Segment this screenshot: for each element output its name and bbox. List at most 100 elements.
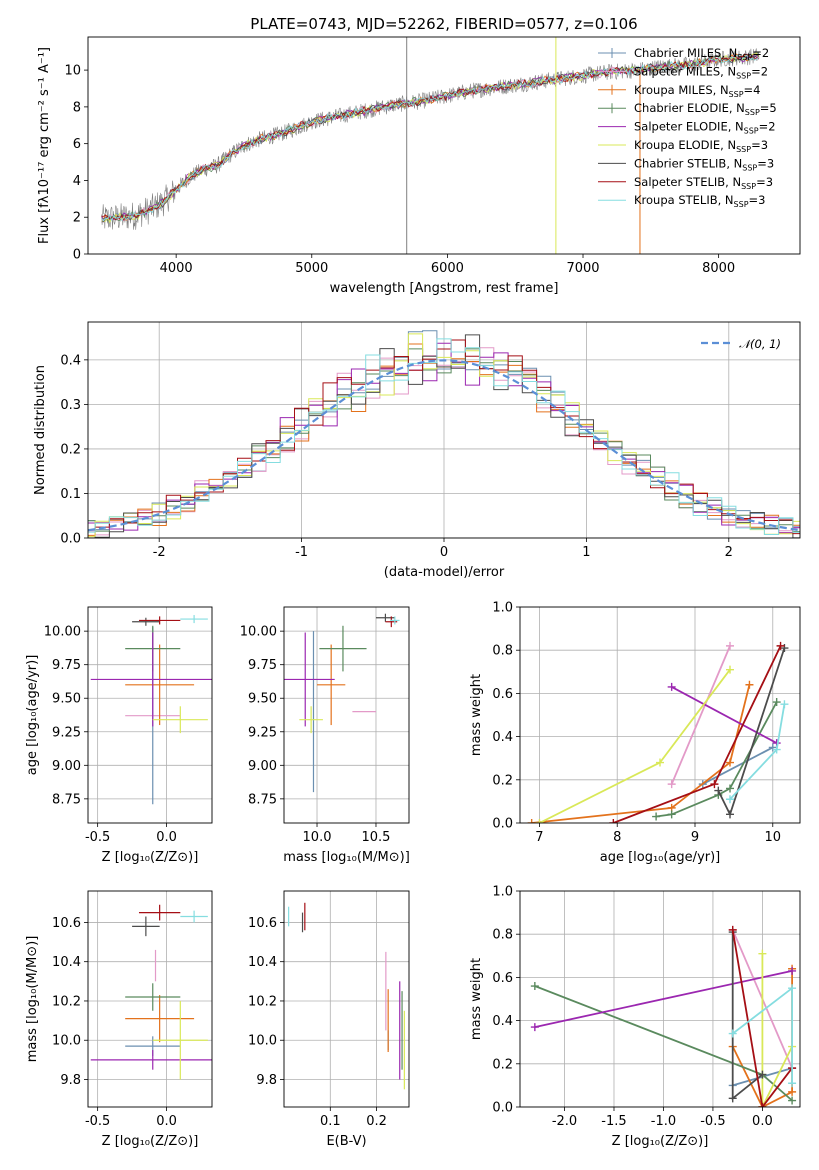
axes: -0.5 0.0 8.75 9.00 9.25 9.50 9.75 10.00 Z [log₁₀… [25,606,213,865]
legend-suffix: =3 [757,156,774,170]
weight-marker-kroupa_stelib [788,984,797,993]
x-axis-label: wavelength [Angstrom, rest frame] [330,281,559,296]
x-tick-label: 0.0 [156,830,177,845]
panel-mass_vs_EBV: 0.1 0.2 9.8 10.0 10.2 10.4 10.6 E(B-V) [248,890,410,1149]
x-tick-label: -1.0 [651,1114,676,1129]
y-tick-label: 0.2 [60,442,81,457]
x-axis-label: (data-model)/error [384,565,505,580]
axes: 4000 5000 6000 7000 8000 0 2 4 6 8 10 wavelength [A… [37,36,801,296]
legend-subscript: SSP [736,145,751,154]
plot-area [88,607,212,823]
x-axis-label: Z [log₁₀(Z/Z⊙)] [102,850,199,865]
weight-marker-kroupa_stelib [728,1029,737,1038]
y-tick-label: 0.8 [492,644,513,659]
y-tick-label: 0.2 [492,1057,513,1072]
weight-marker-chabrier_elodie [726,784,734,793]
panel-residuals: -2 -1 0 1 2 0.0 0.1 0.2 0.3 0.4 (data-model)/error… [33,321,801,580]
legend-suffix: =3 [756,175,773,189]
x-tick-label: 9 [691,830,699,845]
model-line-salpeter_stelib [101,53,759,222]
y-tick-label: 0.0 [60,532,81,547]
y-tick-label: 10.4 [248,955,277,970]
panel-spectrum: 4000 5000 6000 7000 8000 0 2 4 6 8 10 wavelength [A… [37,36,801,296]
y-tick-label: 1.0 [492,885,513,900]
axes: 7 8 9 10 0.0 0.2 0.4 0.6 0.8 1.0 age [log₁₀(age/yr… [469,601,801,865]
y-tick-label: 10.6 [248,916,277,931]
weight-marker-chabrier_elodie [788,1096,797,1105]
x-tick-label: 10.0 [303,830,332,845]
y-tick-label: 10.2 [248,994,277,1009]
x-tick-label: 7 [535,830,543,845]
x-tick-label: 7000 [566,261,599,276]
y-axis-label: Normed distribution [33,365,48,495]
weight-marker-salpeter_miles [726,641,734,650]
legend-suffix: =5 [760,101,777,115]
weight-marker-kroupa_elodie [535,819,544,823]
x-tick-label: -0.5 [700,1114,725,1129]
y-tick-label: 0.4 [492,730,513,745]
weight-marker-chabrier_elodie [667,810,676,819]
y-axis-label: Flux [fλ10⁻¹⁷ erg cm⁻² s⁻¹ A⁻¹] [37,47,52,244]
y-tick-label: 0.0 [492,1101,513,1116]
axes-frame [283,606,410,824]
gaussian-curve [88,359,800,532]
y-tick-label: 10.00 [44,625,81,640]
x-tick-label: -2 [153,545,166,560]
x-axis-label: age [log₁₀(age/yr)] [600,850,721,865]
weight-marker-kroupa_miles [745,680,754,689]
y-tick-label: 9.50 [248,692,277,707]
gauss-legend-label: 𝒩(0, 1) [739,337,781,351]
weight-line-salpeter_stelib [731,929,793,1107]
x-tick-label: 10 [765,830,782,845]
weight-marker-kroupa_stelib [788,1079,797,1088]
legend-subscript: SSP [744,127,759,136]
x-tick-label: 0.1 [320,1114,341,1129]
plot-area [284,607,409,823]
legend-label-chabrier_miles: Chabrier MILES, NSSP=2 [634,46,769,62]
x-tick-label: 5000 [295,261,328,276]
y-tick-label: 0.0 [492,817,513,832]
axes: 0.1 0.2 9.8 10.0 10.2 10.4 10.6 E(B-V) [248,890,410,1149]
weight-marker-salpeter_stelib [728,925,737,934]
histogram-kroupa_stelib [88,338,800,535]
y-tick-label: 9.00 [248,759,277,774]
weight-marker-kroupa_miles [527,819,536,823]
y-tick-label: 10 [64,64,81,79]
weight-line-kroupa_miles [531,684,751,823]
y-tick-label: 0.1 [60,487,81,502]
plot-area [88,891,212,1107]
weight-line-kroupa_elodie [538,669,731,823]
legend-label-salpeter_miles: Salpeter MILES, NSSP=2 [634,64,768,80]
weight-line-salpeter_elodie [534,970,793,1028]
axes-frame [87,321,801,539]
weight-line-kroupa_elodie [761,953,793,1107]
y-tick-label: 0.8 [492,928,513,943]
legend-suffix: =4 [744,83,761,97]
x-tick-label: 0.0 [156,1114,177,1129]
legend-subscript: SSP [734,200,749,209]
legend-suffix: =2 [751,64,768,78]
y-tick-label: 9.00 [52,759,81,774]
legend-suffix: =3 [749,193,766,207]
x-tick-label: -1 [295,545,308,560]
axes: 10.0 10.5 8.75 9.00 9.25 9.50 9.75 10.00 mass [l… [240,606,410,865]
figure-title: PLATE=0743, MJD=52262, FIBERID=0577, z=0… [250,15,637,33]
y-tick-label: 0.4 [60,353,81,368]
weight-marker-salpeter_miles [667,780,676,789]
y-tick-label: 0.6 [492,971,513,986]
y-tick-label: 10.4 [52,955,81,970]
weight-line-salpeter_elodie [671,686,778,744]
legend-suffix: =3 [751,138,768,152]
x-tick-label: 0.2 [366,1114,387,1129]
histogram-salpeter_elodie [88,342,800,534]
plot-area [284,891,409,1107]
y-tick-label: 9.50 [52,692,81,707]
weight-marker-chabrier_elodie [652,812,661,821]
legend-subscript: SSP [741,182,756,191]
plot-area [520,891,800,1107]
y-tick-label: 2 [73,211,81,226]
weight-marker-chabrier_stelib [728,1094,737,1103]
weight-marker-salpeter_stelib [776,641,785,650]
legend-label-kroupa_elodie: Kroupa ELODIE, NSSP=3 [634,138,768,154]
